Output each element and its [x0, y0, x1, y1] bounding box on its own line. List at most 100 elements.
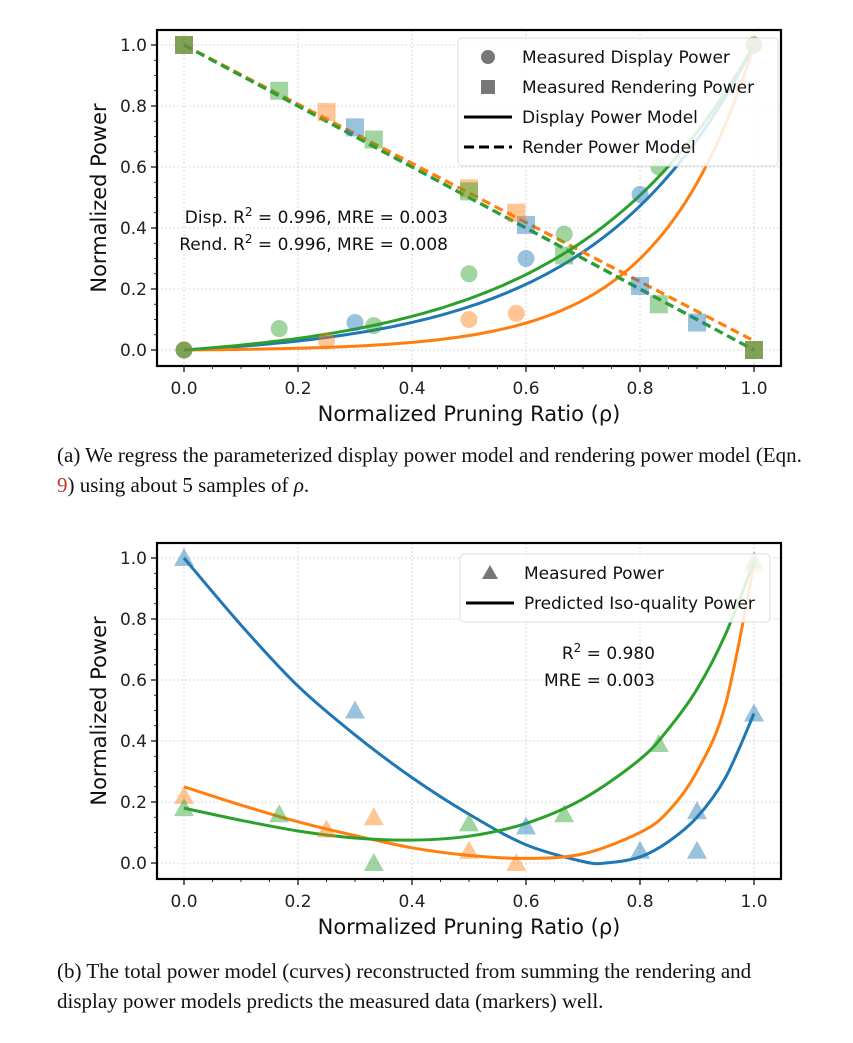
render-power-point-green [649, 295, 668, 314]
chart-b: 0.0 0.0 0.2 0.2 0.4 0.4 0.6 0.6 0.8 0.8 1.0 1.0 Norm… [87, 541, 783, 939]
legend: Measured Power Predicted Iso-quality Powe… [459, 553, 771, 623]
display-model-curve-orange [184, 44, 756, 352]
legend-label: Render Power Model [522, 138, 696, 158]
plot-area [175, 36, 763, 359]
measured-power-point-orange [316, 819, 337, 838]
legend-label: Display Power Model [522, 108, 698, 128]
caption-a: (a) We regress the parameterized display… [57, 440, 817, 500]
ticks: 0.0 0.0 0.2 0.2 0.4 0.4 0.6 0.6 0.8 0.8 1.0 1.0 [120, 549, 768, 912]
render-power-point-green [270, 81, 289, 100]
display-power-point-blue [175, 341, 193, 359]
legend-triangle-icon [482, 565, 498, 579]
annotation-text: = 0.980 [581, 644, 655, 664]
x-tick-label: 0.0 [170, 379, 197, 399]
y-axis-label: Normalized Power [87, 103, 111, 293]
render-power-point-orange [317, 103, 336, 122]
annotation-text: Disp. R [185, 208, 245, 228]
display-power-point-orange [318, 332, 335, 350]
measured-power-point-blue [345, 700, 365, 719]
y-tick-label: 0.2 [120, 280, 147, 300]
y-tick-label: 0.8 [120, 610, 147, 630]
annotation-text: R [562, 644, 574, 664]
legend-square-icon [481, 80, 495, 94]
caption-b: (b) The total power model (curves) recon… [57, 959, 752, 1013]
render-power-point-blue [346, 118, 364, 137]
x-tick-label: 1.0 [740, 379, 767, 399]
x-tick-label: 0.4 [398, 892, 425, 912]
x-tick-label: 0.6 [512, 892, 539, 912]
legend-label: Measured Display Power [522, 48, 730, 68]
display-model-curve-green [183, 44, 756, 352]
y-tick-label: 1.0 [120, 36, 147, 56]
legend-label: Measured Rendering Power [522, 78, 754, 98]
x-axis-label: Normalized Pruning Ratio (ρ) [318, 402, 621, 426]
measured-power-point-blue [630, 840, 650, 859]
render-power-point-green [745, 341, 763, 359]
annotation-superscript: 2 [245, 232, 253, 246]
measured-power-point-green [459, 813, 479, 832]
measured-power-point-green [363, 853, 384, 871]
plot-area [174, 548, 764, 871]
annotation-text: MRE = 0.003 [544, 671, 655, 691]
x-tick-label: 0.4 [398, 379, 425, 399]
display-power-point-green [555, 225, 573, 243]
measured-power-point-blue [174, 548, 194, 566]
render-power-point-orange [507, 203, 526, 222]
render-power-point-blue [517, 215, 535, 234]
display-power-point-blue [346, 314, 364, 332]
fit-annotation: R2 = 0.980 [562, 641, 655, 664]
render-power-point-green [555, 246, 574, 265]
x-tick-label: 0.8 [626, 379, 653, 399]
predicted-power-curve-green [183, 560, 756, 842]
display-power-point-green [270, 320, 288, 338]
y-tick-label: 0.8 [120, 97, 147, 117]
legend: Measured Display Power Measured Rendering… [457, 37, 779, 167]
display-power-point-orange [507, 304, 525, 322]
caption-a-text-2: ) using about 5 samples of [67, 473, 294, 497]
measured-power-point-blue [516, 816, 536, 835]
legend-box [457, 37, 779, 167]
render-model-line-orange [183, 43, 755, 343]
x-axis-label: Normalized Pruning Ratio (ρ) [318, 915, 621, 939]
predicted-power-curve-orange [183, 563, 756, 860]
display-model-curve-blue [183, 44, 756, 352]
legend-circle-icon [481, 50, 495, 64]
display-power-point-blue [517, 250, 535, 267]
equation-reference-link[interactable]: 9 [57, 473, 68, 497]
display-power-point-orange [460, 311, 478, 328]
display-power-point-green [365, 317, 383, 335]
render-power-point-orange [175, 36, 193, 54]
measured-power-point-green [648, 734, 669, 753]
y-axis-label: Normalized Power [87, 616, 111, 806]
measured-power-point-blue [687, 801, 707, 820]
display-power-point-orange [175, 341, 193, 359]
ticks: 0.0 0.0 0.2 0.2 0.4 0.4 0.6 0.6 0.8 0.8 1.0 1.0 [120, 36, 768, 399]
measured-power-point-green [174, 798, 194, 817]
x-tick-label: 0.8 [626, 892, 653, 912]
render-power-point-green [364, 130, 383, 149]
measured-power-point-green [269, 804, 290, 823]
measured-power-point-blue [687, 840, 707, 859]
x-tick-label: 0.2 [284, 892, 311, 912]
annotation-text: Rend. R [179, 235, 245, 255]
y-tick-label: 0.0 [120, 341, 147, 361]
y-tick-label: 0.6 [120, 671, 147, 691]
measured-power-point-orange [459, 840, 479, 859]
x-tick-label: 0.2 [284, 379, 311, 399]
legend-box [459, 553, 771, 623]
render-power-point-blue [175, 36, 193, 54]
measured-power-point-orange [506, 853, 527, 871]
render-power-point-blue [688, 313, 706, 332]
caption-a-period: . [303, 473, 310, 497]
render-power-point-orange [745, 341, 763, 359]
y-tick-label: 0.6 [120, 158, 147, 178]
y-tick-label: 1.0 [120, 549, 147, 569]
render-power-point-green [175, 36, 193, 54]
y-tick-label: 0.0 [120, 854, 147, 874]
fit-annotation: MRE = 0.003 [544, 671, 655, 691]
predicted-power-curve-blue [182, 557, 756, 866]
x-tick-label: 1.0 [740, 892, 767, 912]
legend-label: Measured Power [524, 564, 664, 584]
display-power-point-green [175, 341, 193, 359]
annotation-text: = 0.996, MRE = 0.003 [253, 208, 448, 228]
